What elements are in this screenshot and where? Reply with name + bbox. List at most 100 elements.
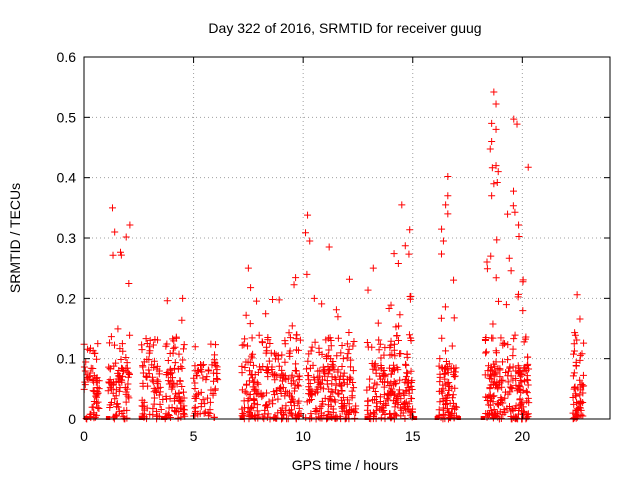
data-point [334, 368, 342, 376]
data-point [396, 390, 404, 398]
data-point [90, 378, 98, 386]
data-point [198, 368, 206, 376]
data-point [211, 385, 219, 393]
data-point [84, 374, 92, 382]
data-point [112, 378, 120, 386]
data-point [520, 338, 528, 346]
data-point [269, 400, 277, 408]
data-point [305, 390, 313, 398]
data-point [334, 389, 342, 397]
data-point [338, 387, 346, 395]
data-point [338, 403, 346, 411]
data-point [349, 367, 357, 375]
data-point [292, 367, 300, 375]
data-point [443, 391, 451, 399]
data-point [369, 396, 377, 404]
data-point [113, 400, 121, 408]
data-point [200, 409, 208, 417]
data-point [278, 404, 286, 412]
data-point [173, 393, 181, 401]
data-point [337, 382, 345, 390]
data-point [385, 381, 393, 389]
data-point [496, 373, 504, 381]
data-point [390, 381, 398, 389]
data-point [112, 392, 120, 400]
data-point [151, 336, 159, 344]
data-point [350, 408, 358, 416]
data-point [347, 363, 355, 371]
data-point [119, 365, 127, 373]
data-point [451, 403, 459, 411]
data-point [380, 391, 388, 399]
data-point [166, 395, 174, 403]
data-point [247, 352, 255, 360]
data-point [174, 414, 182, 422]
data-point [514, 293, 522, 301]
data-point [400, 399, 408, 407]
data-point [304, 357, 312, 365]
data-point [305, 383, 313, 391]
data-point [284, 375, 292, 383]
data-point [364, 286, 372, 294]
data-point [523, 376, 531, 384]
data-point [170, 379, 178, 387]
data-point [178, 316, 186, 324]
data-point [199, 374, 207, 382]
data-point [375, 336, 383, 344]
data-point [123, 364, 131, 372]
data-point [445, 408, 453, 416]
data-point [265, 398, 273, 406]
data-point [444, 172, 452, 180]
data-point [246, 367, 254, 375]
data-point [171, 359, 179, 367]
data-point [395, 322, 403, 330]
data-point [240, 341, 248, 349]
data-point [524, 394, 532, 402]
data-point [281, 358, 289, 366]
data-point [489, 334, 497, 342]
data-point [209, 390, 217, 398]
data-point [516, 377, 524, 385]
data-point [180, 402, 188, 410]
data-point [87, 414, 95, 422]
data-point [170, 344, 178, 352]
data-point [499, 399, 507, 407]
data-point [350, 384, 358, 392]
data-point [315, 344, 323, 352]
data-point [504, 378, 512, 386]
data-point [483, 410, 491, 418]
data-point [393, 412, 401, 420]
data-point [450, 370, 457, 378]
data-point [243, 389, 251, 397]
data-point [579, 412, 587, 420]
data-point [438, 334, 446, 342]
data-point [369, 384, 377, 392]
data-point [438, 225, 446, 233]
data-point [251, 414, 259, 422]
data-point [248, 371, 256, 379]
data-point [287, 398, 295, 406]
data-point [142, 335, 150, 343]
data-point [194, 367, 202, 375]
data-point [407, 394, 415, 402]
data-point [285, 329, 293, 337]
data-point [519, 307, 527, 315]
data-point [504, 356, 512, 364]
data-point [444, 210, 452, 218]
data-point [500, 406, 508, 414]
data-point [290, 281, 298, 289]
data-point [498, 395, 506, 403]
data-point [403, 353, 411, 361]
data-point [150, 394, 158, 402]
data-point [175, 396, 183, 404]
data-point [339, 355, 347, 363]
data-point [108, 398, 116, 406]
data-point [331, 374, 339, 382]
data-point [177, 363, 185, 371]
data-point [441, 370, 449, 378]
data-point [580, 339, 588, 347]
data-point [323, 377, 331, 385]
data-point [324, 363, 332, 371]
data-point [242, 311, 250, 319]
